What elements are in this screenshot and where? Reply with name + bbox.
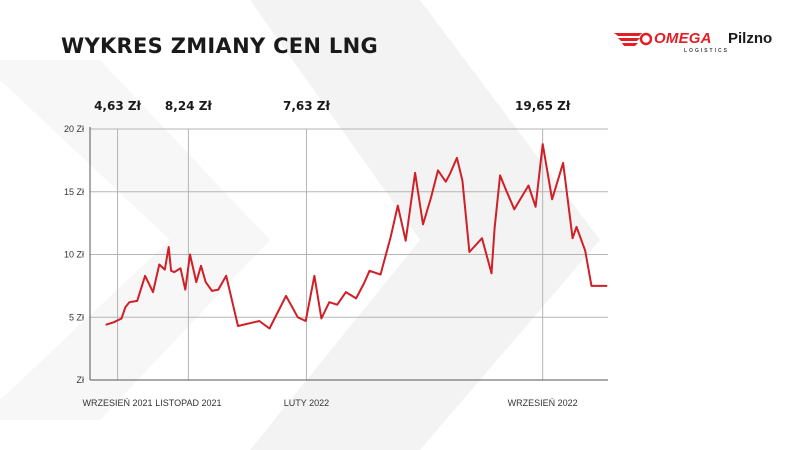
logo-city: Pilzno — [728, 30, 773, 47]
y-tick-label: Zł — [77, 375, 85, 385]
x-tick-label: WRZESIEŃ 2021 — [83, 398, 153, 408]
page-title: WYKRES ZMIANY CEN LNG — [61, 34, 379, 58]
x-tick-label: LUTY 2022 — [284, 398, 329, 408]
logo-brand: OMEGA — [654, 30, 712, 47]
price-annotation: 8,24 Zł — [165, 99, 212, 113]
x-tick-label: LISTOPAD 2021 — [155, 398, 221, 408]
omega-wing-icon — [614, 32, 652, 46]
company-logo: OMEGA Pilzno LOGISTICS — [612, 28, 788, 58]
y-tick-label: 20 Zł — [64, 124, 84, 134]
price-annotation: 7,63 Zł — [283, 99, 330, 113]
price-annotation: 19,65 Zł — [515, 99, 571, 113]
y-tick-label: 10 Zł — [64, 250, 84, 260]
price-series-line — [105, 143, 608, 330]
logo-subtitle: LOGISTICS — [684, 48, 729, 54]
x-tick-label: WRZESIEŃ 2022 — [508, 398, 578, 408]
price-annotation: 4,63 Zł — [94, 99, 141, 113]
y-tick-label: 5 Zł — [69, 312, 84, 322]
y-tick-label: 15 Zł — [64, 187, 84, 197]
